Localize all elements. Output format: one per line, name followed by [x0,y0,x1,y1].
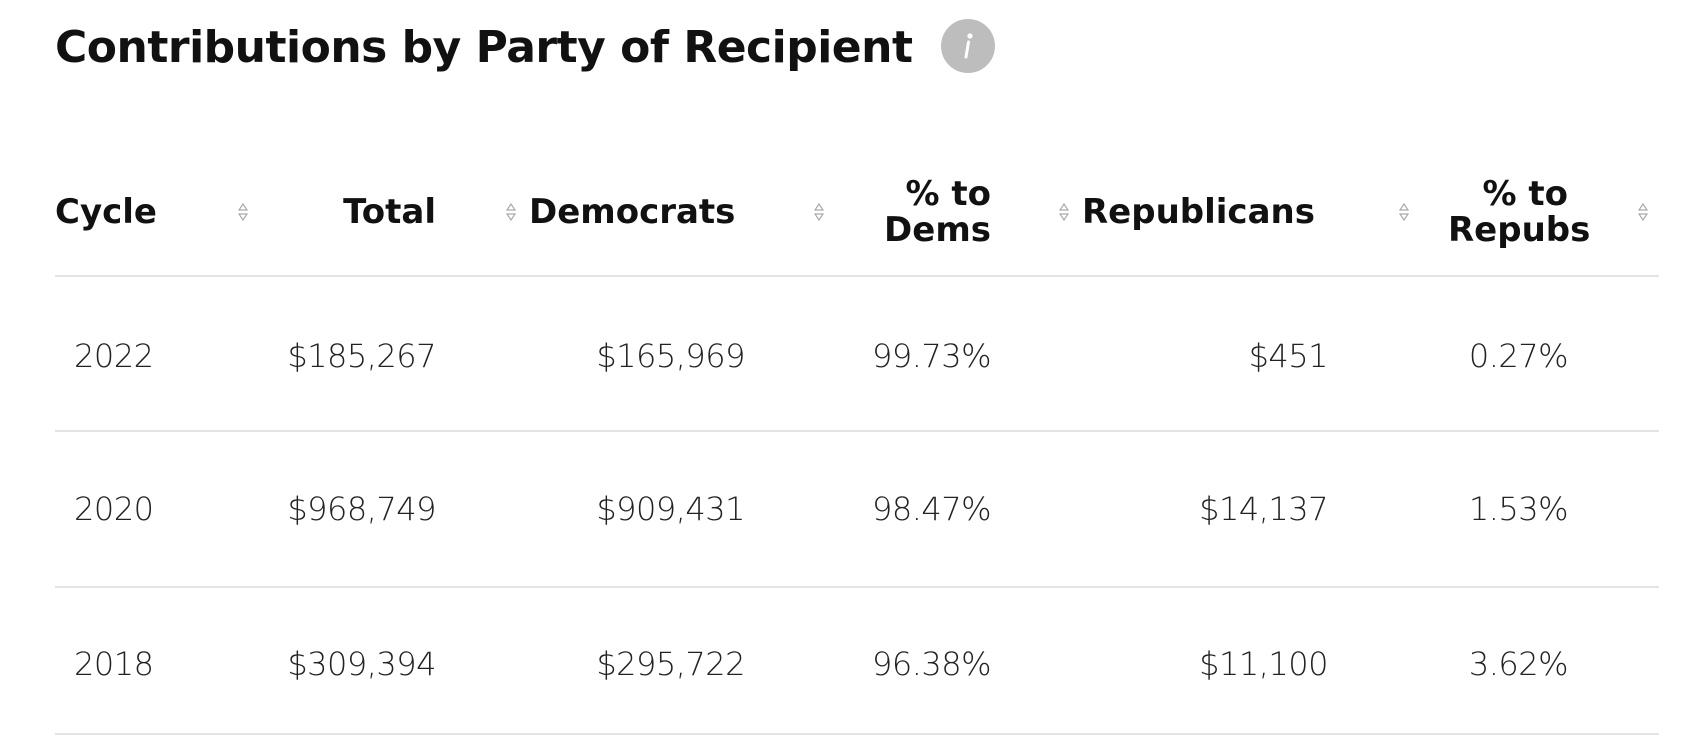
sort-icon[interactable] [1637,202,1649,222]
column-header[interactable]: % to Repubs [1448,174,1591,250]
table-cell: 1.53% [1468,490,1569,528]
table-cell: $909,431 [596,490,745,528]
table-cell: $968,749 [287,490,436,528]
header-divider [55,275,1659,277]
table-cell: 98.47% [871,490,992,528]
table-cell: 2018 [74,645,154,683]
sort-icon[interactable] [1058,202,1070,222]
sort-icon[interactable] [1398,202,1410,222]
section-title: Contributions by Party of Recipient [55,22,913,73]
sort-icon[interactable] [505,202,517,222]
column-header[interactable]: Democrats [529,192,736,232]
column-header[interactable]: Republicans [1082,192,1315,232]
info-icon[interactable] [940,18,996,74]
table-cell: 99.73% [871,337,992,375]
row-divider [55,733,1659,735]
table-cell: $185,267 [287,337,436,375]
table-cell: 3.62% [1468,645,1569,683]
table-cell: $309,394 [287,645,436,683]
table-cell: 2020 [74,490,154,528]
table-cell: 0.27% [1468,337,1569,375]
sort-icon[interactable] [237,202,249,222]
table-cell: $11,100 [1199,645,1328,683]
table-cell: 2022 [74,337,154,375]
table-cell: $295,722 [596,645,745,683]
row-divider [55,586,1659,588]
table-cell: $451 [1248,337,1329,375]
column-header[interactable]: Cycle [55,192,157,232]
column-header[interactable]: % to Dems [884,174,991,250]
table-cell: $165,969 [596,337,745,375]
column-header[interactable]: Total [343,192,436,232]
row-divider [55,430,1659,432]
table-cell: 96.38% [871,645,992,683]
table-cell: $14,137 [1199,490,1328,528]
sort-icon[interactable] [813,202,825,222]
